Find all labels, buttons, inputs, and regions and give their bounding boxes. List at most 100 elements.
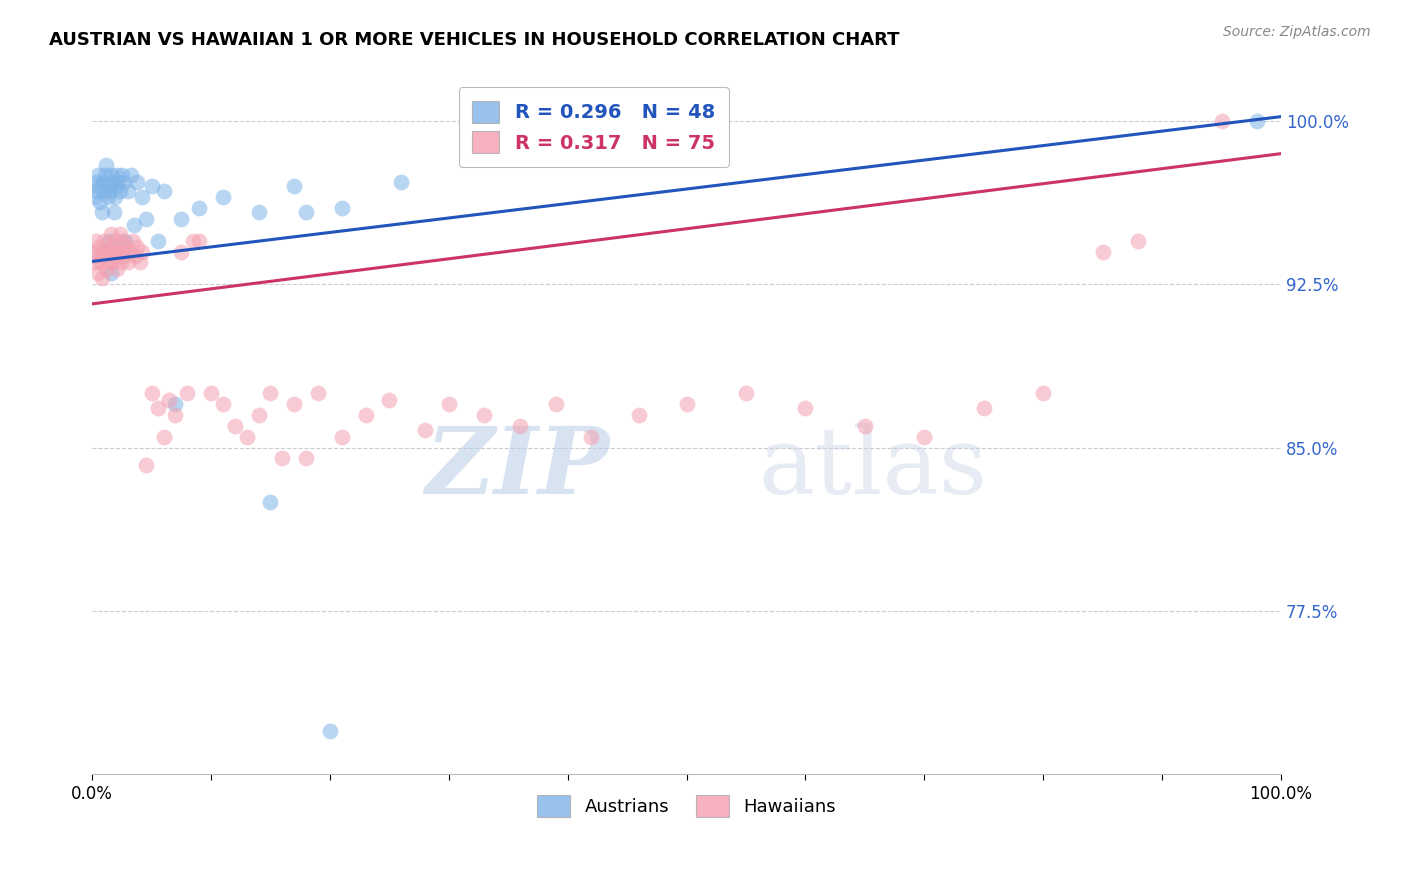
Point: [247, 205, 270, 219]
Point: [104, 179, 127, 194]
Point: [96, 157, 118, 171]
Point: [1091, 244, 1114, 259]
Point: [1246, 114, 1268, 128]
Point: [141, 179, 163, 194]
Point: [378, 392, 401, 407]
Point: [98, 240, 121, 254]
Point: [96, 262, 118, 277]
Point: [354, 408, 377, 422]
Point: [84, 175, 107, 189]
Point: [101, 255, 124, 269]
Point: [152, 430, 174, 444]
Point: [111, 169, 134, 183]
Point: [101, 175, 124, 189]
Point: [259, 386, 281, 401]
Point: [146, 401, 169, 416]
Point: [319, 723, 342, 738]
Point: [100, 169, 122, 183]
Point: [170, 211, 193, 226]
Point: [127, 175, 149, 189]
Point: [581, 430, 603, 444]
Point: [97, 190, 120, 204]
Point: [474, 408, 496, 422]
Point: [121, 234, 143, 248]
Point: [94, 249, 117, 263]
Point: [97, 234, 120, 248]
Point: [82, 244, 104, 259]
Point: [437, 397, 460, 411]
Point: [330, 430, 353, 444]
Point: [159, 392, 181, 407]
Point: [104, 234, 127, 248]
Point: [91, 244, 114, 259]
Point: [103, 205, 125, 219]
Point: [104, 249, 127, 263]
Point: [117, 255, 139, 269]
Point: [83, 255, 105, 269]
Point: [86, 249, 108, 263]
Point: [912, 430, 935, 444]
Text: atlas: atlas: [758, 423, 987, 513]
Point: [110, 255, 132, 269]
Point: [200, 386, 222, 401]
Point: [112, 249, 135, 263]
Point: [283, 397, 305, 411]
Point: [389, 175, 412, 189]
Point: [544, 397, 567, 411]
Point: [93, 234, 115, 248]
Point: [1032, 386, 1054, 401]
Point: [87, 266, 110, 280]
Point: [105, 169, 128, 183]
Point: [103, 244, 125, 259]
Point: [107, 175, 129, 189]
Point: [131, 190, 153, 204]
Point: [104, 190, 127, 204]
Point: [135, 211, 157, 226]
Point: [509, 418, 531, 433]
Point: [114, 234, 136, 248]
Point: [176, 386, 198, 401]
Text: Source: ZipAtlas.com: Source: ZipAtlas.com: [1223, 25, 1371, 39]
Point: [259, 495, 281, 509]
Point: [181, 234, 204, 248]
Text: ZIP: ZIP: [425, 423, 609, 513]
Point: [735, 386, 758, 401]
Point: [128, 255, 150, 269]
Point: [105, 262, 128, 277]
Point: [120, 169, 142, 183]
Point: [100, 266, 122, 280]
Point: [165, 408, 187, 422]
Point: [853, 418, 876, 433]
Point: [307, 386, 329, 401]
Point: [108, 227, 131, 242]
Point: [141, 386, 163, 401]
Point: [90, 205, 112, 219]
Point: [283, 179, 305, 194]
Point: [97, 244, 120, 259]
Point: [100, 227, 122, 242]
Point: [112, 175, 135, 189]
Point: [111, 244, 134, 259]
Point: [188, 234, 211, 248]
Point: [675, 397, 697, 411]
Point: [146, 234, 169, 248]
Point: [93, 184, 115, 198]
Point: [87, 169, 110, 183]
Point: [235, 430, 257, 444]
Point: [973, 401, 995, 416]
Point: [97, 179, 120, 194]
Point: [127, 240, 149, 254]
Point: [413, 423, 436, 437]
Point: [131, 244, 153, 259]
Point: [224, 418, 246, 433]
Point: [188, 201, 211, 215]
Point: [112, 234, 135, 248]
Text: AUSTRIAN VS HAWAIIAN 1 OR MORE VEHICLES IN HOUSEHOLD CORRELATION CHART: AUSTRIAN VS HAWAIIAN 1 OR MORE VEHICLES …: [49, 31, 900, 49]
Point: [86, 184, 108, 198]
Point: [152, 184, 174, 198]
Point: [97, 255, 120, 269]
Point: [117, 184, 139, 198]
Point: [89, 255, 111, 269]
Point: [84, 234, 107, 248]
Point: [89, 179, 111, 194]
